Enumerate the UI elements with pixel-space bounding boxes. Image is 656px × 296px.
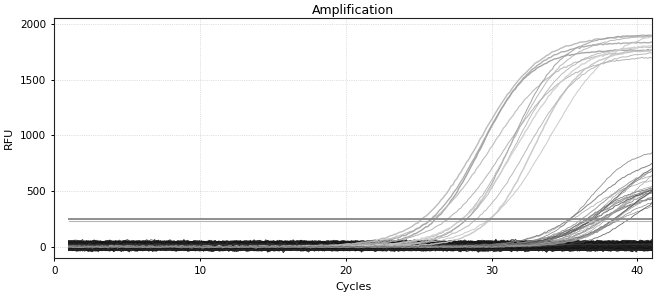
X-axis label: Cycles: Cycles bbox=[335, 282, 371, 292]
Y-axis label: RFU: RFU bbox=[4, 127, 14, 149]
Title: Amplification: Amplification bbox=[312, 4, 394, 17]
